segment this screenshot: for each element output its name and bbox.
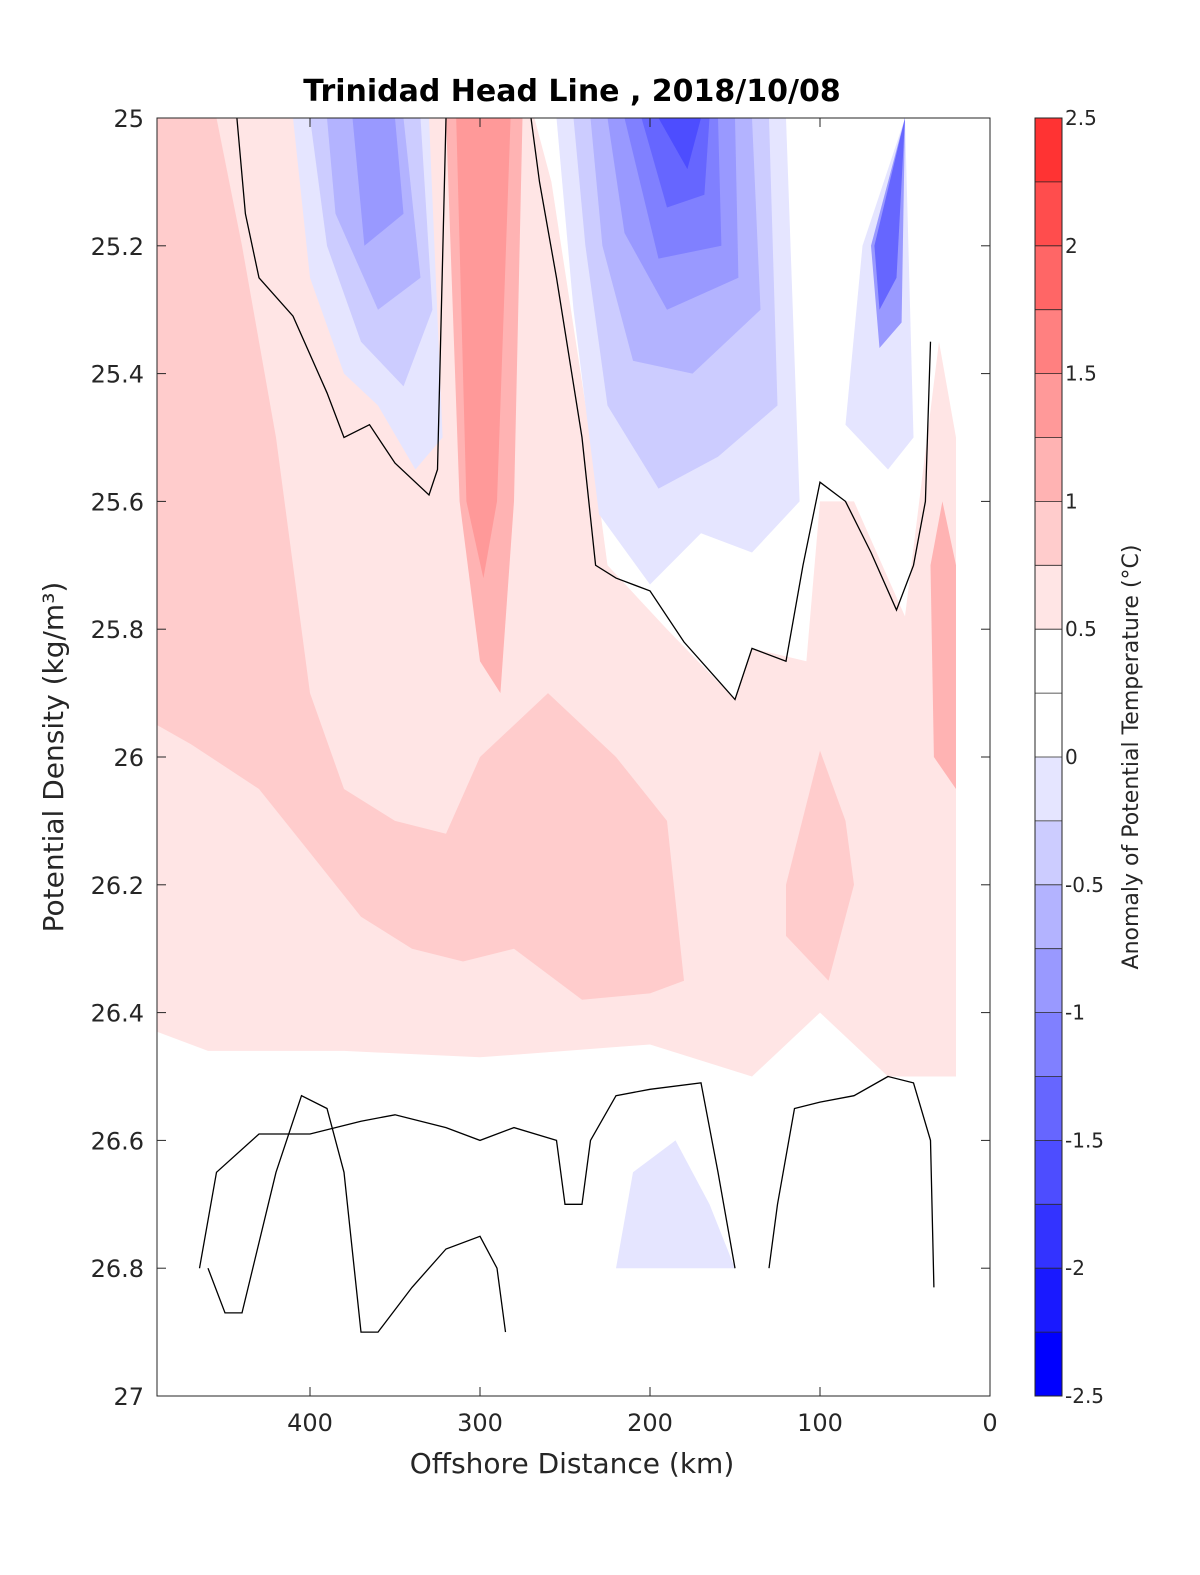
x-tick-label: 0: [982, 1409, 997, 1437]
colorbar-tick-label: -1.5: [1065, 1128, 1104, 1152]
colorbar-tick-label: 1.5: [1065, 362, 1097, 386]
x-tick-label: 300: [457, 1409, 503, 1437]
colorbar-label: Anomaly of Potential Temperature (°C): [1119, 545, 1144, 970]
contour-fill-19: [874, 118, 905, 310]
contour-fill-20: [658, 118, 701, 170]
colorbar-tick-label: 0: [1065, 745, 1078, 769]
colorbar-tick-label: 0.5: [1065, 617, 1097, 641]
colorbar-tick-label: 1: [1065, 489, 1078, 513]
colorbar: 2.5 2 1.5 1 0.5 0 -0.5 -1 -1.5 -2 -2.5: [1034, 106, 1104, 1408]
zero-contour-line-4: [768, 1075, 935, 1288]
colorbar-bin: [1035, 629, 1062, 694]
contour-fill-1: [157, 118, 684, 1000]
contour-fill-2: [786, 750, 854, 981]
x-axis-label: Offshore Distance (km): [410, 1447, 735, 1480]
contour-fill-5: [456, 118, 511, 579]
colorbar-bin: [1035, 1076, 1062, 1141]
y-axis: 25 25.2 25.4 25.6 25.8 26 26.2 26.4 26.6 26.8 27: [91, 105, 990, 1411]
colorbar-bin: [1035, 501, 1062, 566]
colorbar-bin: [1035, 181, 1062, 247]
colorbar-bin: [1035, 1204, 1062, 1269]
y-tick-label: 26.2: [91, 872, 144, 900]
colorbar-bin: [1035, 757, 1062, 822]
y-tick-label: 25.4: [91, 361, 144, 389]
y-tick-label: 26.8: [91, 1255, 144, 1283]
colorbar-bin: [1035, 1140, 1062, 1205]
colorbar-tick-label: 2.5: [1065, 106, 1097, 130]
zero-contour-line-1: [530, 117, 932, 701]
colorbar-bin: [1035, 565, 1062, 630]
y-tick-label: 26.6: [91, 1127, 144, 1155]
colorbar-tick-label: -2: [1065, 1256, 1085, 1280]
y-tick-label: 26.4: [91, 1000, 144, 1028]
colorbar-bin: [1035, 948, 1062, 1014]
colorbar-bin: [1035, 1332, 1062, 1397]
y-tick-label: 25.8: [91, 616, 144, 644]
y-tick-label: 25.2: [91, 233, 144, 261]
y-tick-label: 27: [113, 1383, 144, 1411]
y-axis-label: Potential Density (kg/m³): [37, 582, 70, 933]
colorbar-bin: [1035, 437, 1062, 502]
colorbar-bin: [1035, 820, 1062, 886]
y-tick-label: 25: [113, 105, 144, 133]
colorbar-bin: [1035, 693, 1062, 758]
y-tick-label: 25.6: [91, 488, 144, 516]
colorbar-bin: [1035, 118, 1062, 183]
zero-contour-lines: [198, 117, 935, 1333]
chart-title: Trinidad Head Line , 2018/10/08: [303, 74, 840, 109]
colorbar-bin: [1035, 1268, 1062, 1333]
colorbar-bin: [1035, 373, 1062, 438]
colorbar-bin: [1035, 309, 1062, 375]
zero-contour-line-2: [198, 1082, 736, 1269]
colorbar-bin: [1035, 884, 1062, 950]
x-tick-label: 200: [627, 1409, 673, 1437]
zero-contour-line-0: [236, 117, 447, 497]
colorbar-tick-label: -1: [1065, 1001, 1085, 1025]
colorbar-tick-label: -0.5: [1065, 873, 1104, 897]
colorbar-tick-label: 2: [1065, 234, 1078, 258]
x-tick-label: 400: [287, 1409, 333, 1437]
contour-fill-9: [616, 1140, 735, 1269]
colorbar-tick-label: -2.5: [1065, 1384, 1104, 1408]
zero-contour-line-3: [207, 1094, 507, 1333]
colorbar-bin: [1035, 245, 1062, 311]
contour-fill-4: [930, 501, 956, 789]
colorbar-bin: [1035, 1012, 1062, 1077]
filled-contours: [157, 118, 956, 1269]
plot-area: 400 300 200 100 0 25 25.2 25.4 25.6 25.8 26 26.2 26…: [91, 105, 998, 1437]
x-tick-label: 100: [797, 1409, 843, 1437]
x-axis: 400 300 200 100 0: [287, 118, 998, 1437]
contour-fill-14: [352, 118, 404, 246]
y-tick-label: 26: [113, 744, 144, 772]
